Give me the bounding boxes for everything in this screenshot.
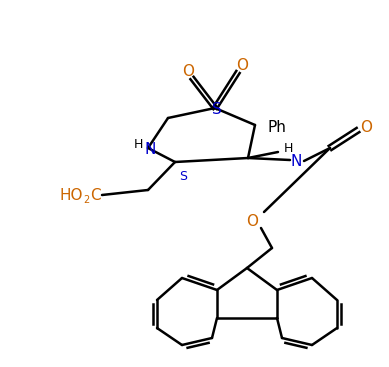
Text: C: C	[90, 188, 101, 203]
Text: S: S	[212, 102, 222, 116]
Text: N: N	[290, 153, 302, 168]
Text: H: H	[133, 138, 143, 152]
Text: Ph: Ph	[268, 120, 286, 134]
Text: O: O	[236, 58, 248, 73]
Text: N: N	[144, 142, 156, 156]
Text: HO: HO	[60, 188, 84, 203]
Text: O: O	[246, 214, 258, 229]
Text: S: S	[179, 170, 187, 182]
Text: H: H	[283, 142, 293, 155]
Text: 2: 2	[83, 195, 89, 205]
Text: O: O	[360, 120, 372, 134]
Text: O: O	[182, 63, 194, 79]
